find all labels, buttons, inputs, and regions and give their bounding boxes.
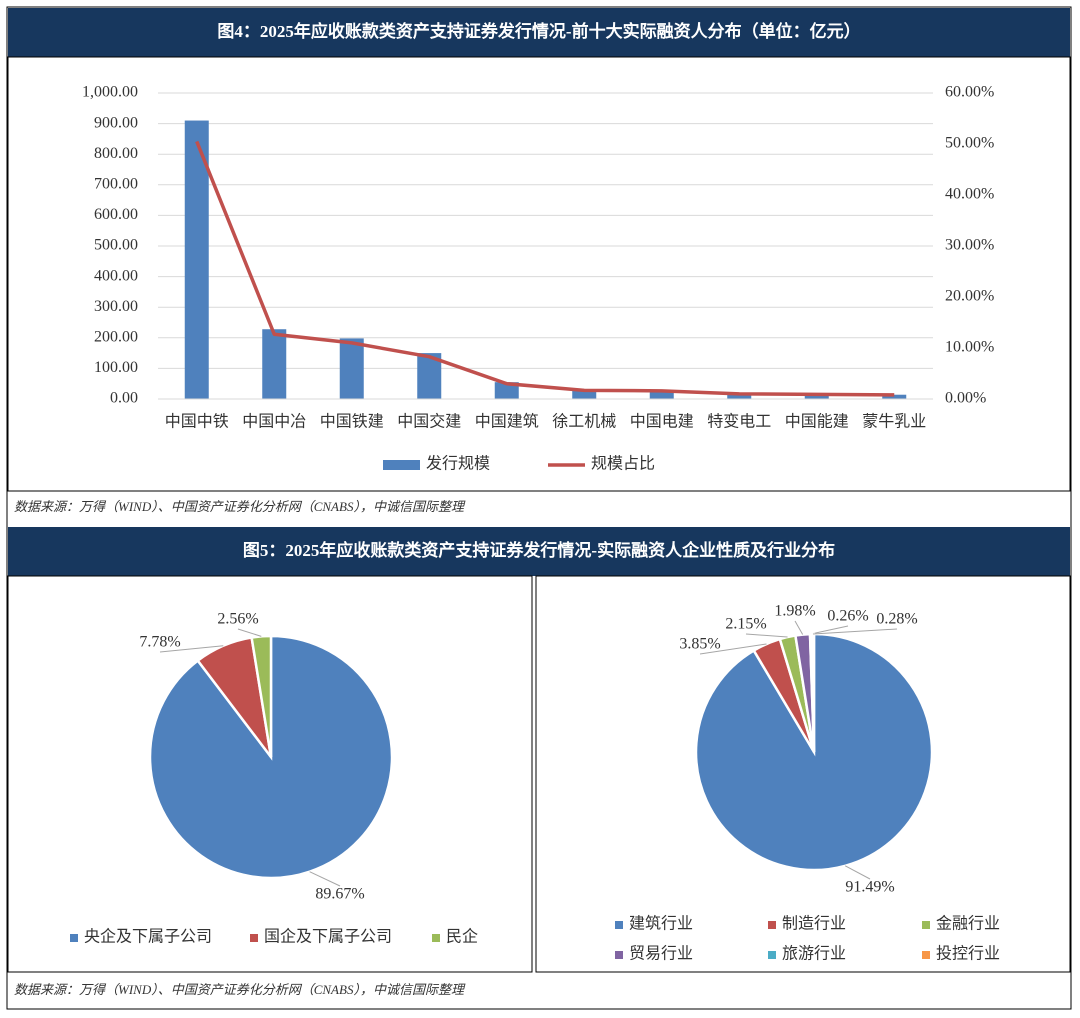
legend-label: 规模占比 [591, 455, 655, 473]
x-tick-label: 中国中冶 [242, 413, 306, 431]
bar [882, 394, 907, 399]
bar [262, 329, 287, 399]
pie-slice [250, 634, 273, 758]
y-tick-label: 700.00 [94, 175, 138, 192]
legend-label: 发行规模 [426, 455, 490, 473]
y2-tick-label: 20.00% [945, 288, 994, 305]
legend-label: 央企及下属子公司 [84, 928, 212, 946]
bar [649, 390, 674, 399]
y-tick-label: 100.00 [94, 359, 138, 376]
legend-label: 投控行业 [936, 945, 1000, 963]
figure-title: 图4：2025年应收账款类资产支持证券发行情况-前十大实际融资人分布（单位：亿元… [217, 21, 860, 41]
x-tick-label: 中国交建 [397, 413, 461, 431]
data-label: 7.78% [139, 634, 180, 651]
y-tick-label: 1,000.00 [82, 84, 138, 101]
legend-swatch [70, 934, 78, 942]
y-tick-label: 600.00 [94, 206, 138, 223]
data-label: 3.85% [679, 636, 720, 653]
bar [727, 393, 752, 399]
leader-line [159, 645, 224, 653]
y2-tick-label: 30.00% [945, 237, 994, 254]
y-tick-label: 300.00 [94, 298, 138, 315]
header-bar [8, 8, 1070, 57]
y2-tick-label: 0.00% [945, 390, 986, 407]
x-tick-label: 中国建筑 [475, 413, 539, 431]
leader-line [745, 633, 788, 638]
leader-line [812, 628, 898, 635]
y2-tick-label: 10.00% [945, 339, 994, 356]
legend-label: 国企及下属子公司 [264, 928, 392, 946]
leader-line [699, 643, 767, 655]
chart-frame [7, 575, 533, 973]
legend-swatch [768, 921, 776, 929]
x-tick-label: 中国能建 [785, 413, 849, 431]
y2-tick-label: 60.00% [945, 84, 994, 101]
legend-swatch [768, 951, 776, 959]
legend-swatch [922, 921, 930, 929]
legend-swatch [250, 934, 258, 942]
leader-line [844, 865, 871, 880]
legend-label: 旅游行业 [782, 945, 846, 963]
x-tick-label: 中国铁建 [320, 413, 384, 431]
legend-swatch [615, 951, 623, 959]
outer-frame [6, 6, 1072, 1010]
legend-label: 制造行业 [782, 915, 846, 933]
data-label: 91.49% [845, 879, 894, 896]
y-tick-label: 900.00 [94, 114, 138, 131]
legend-label: 金融行业 [936, 915, 1000, 933]
legend-swatch [432, 934, 440, 942]
x-tick-label: 特变电工 [707, 413, 771, 431]
y2-tick-label: 40.00% [945, 186, 994, 203]
y2-tick-label: 50.00% [945, 135, 994, 152]
y-tick-label: 500.00 [94, 237, 138, 254]
source-note: 数据来源：万得（WIND）、中国资产证券化分析网（CNABS），中诚信国际整理 [14, 982, 466, 997]
source-note: 数据来源：万得（WIND）、中国资产证券化分析网（CNABS），中诚信国际整理 [14, 499, 466, 514]
x-tick-label: 中国电建 [630, 413, 694, 431]
chart-frame [7, 56, 1071, 492]
data-label: 2.15% [725, 616, 766, 633]
leader-line [810, 625, 849, 635]
legend-swatch [922, 951, 930, 959]
data-label: 89.67% [315, 886, 364, 903]
legend-swatch [383, 460, 420, 470]
legend-label: 贸易行业 [629, 945, 693, 963]
chart-frame [535, 575, 1071, 973]
header-bar [8, 527, 1070, 576]
bar [339, 338, 364, 399]
bar [572, 389, 597, 399]
line-series [195, 140, 895, 397]
y-tick-label: 200.00 [94, 328, 138, 345]
data-label: 0.26% [827, 608, 868, 625]
bar [804, 394, 829, 399]
bar [184, 120, 209, 399]
x-tick-label: 中国中铁 [165, 413, 229, 431]
legend-label: 建筑行业 [629, 915, 693, 933]
data-label: 1.98% [774, 603, 815, 620]
y-tick-label: 400.00 [94, 267, 138, 284]
legend-label: 民企 [446, 928, 478, 946]
leader-line [794, 620, 804, 635]
x-tick-label: 徐工机械 [552, 413, 616, 431]
x-tick-label: 蒙牛乳业 [862, 413, 926, 431]
leader-line [309, 871, 341, 887]
y-tick-label: 800.00 [94, 145, 138, 162]
figure-title: 图5：2025年应收账款类资产支持证券发行情况-实际融资人企业性质及行业分布 [243, 540, 835, 560]
bar [494, 382, 519, 399]
data-label: 2.56% [217, 611, 258, 628]
y-tick-label: 0.00 [110, 390, 138, 407]
legend-swatch [615, 921, 623, 929]
leader-line [237, 628, 262, 637]
data-label: 0.28% [876, 611, 917, 628]
